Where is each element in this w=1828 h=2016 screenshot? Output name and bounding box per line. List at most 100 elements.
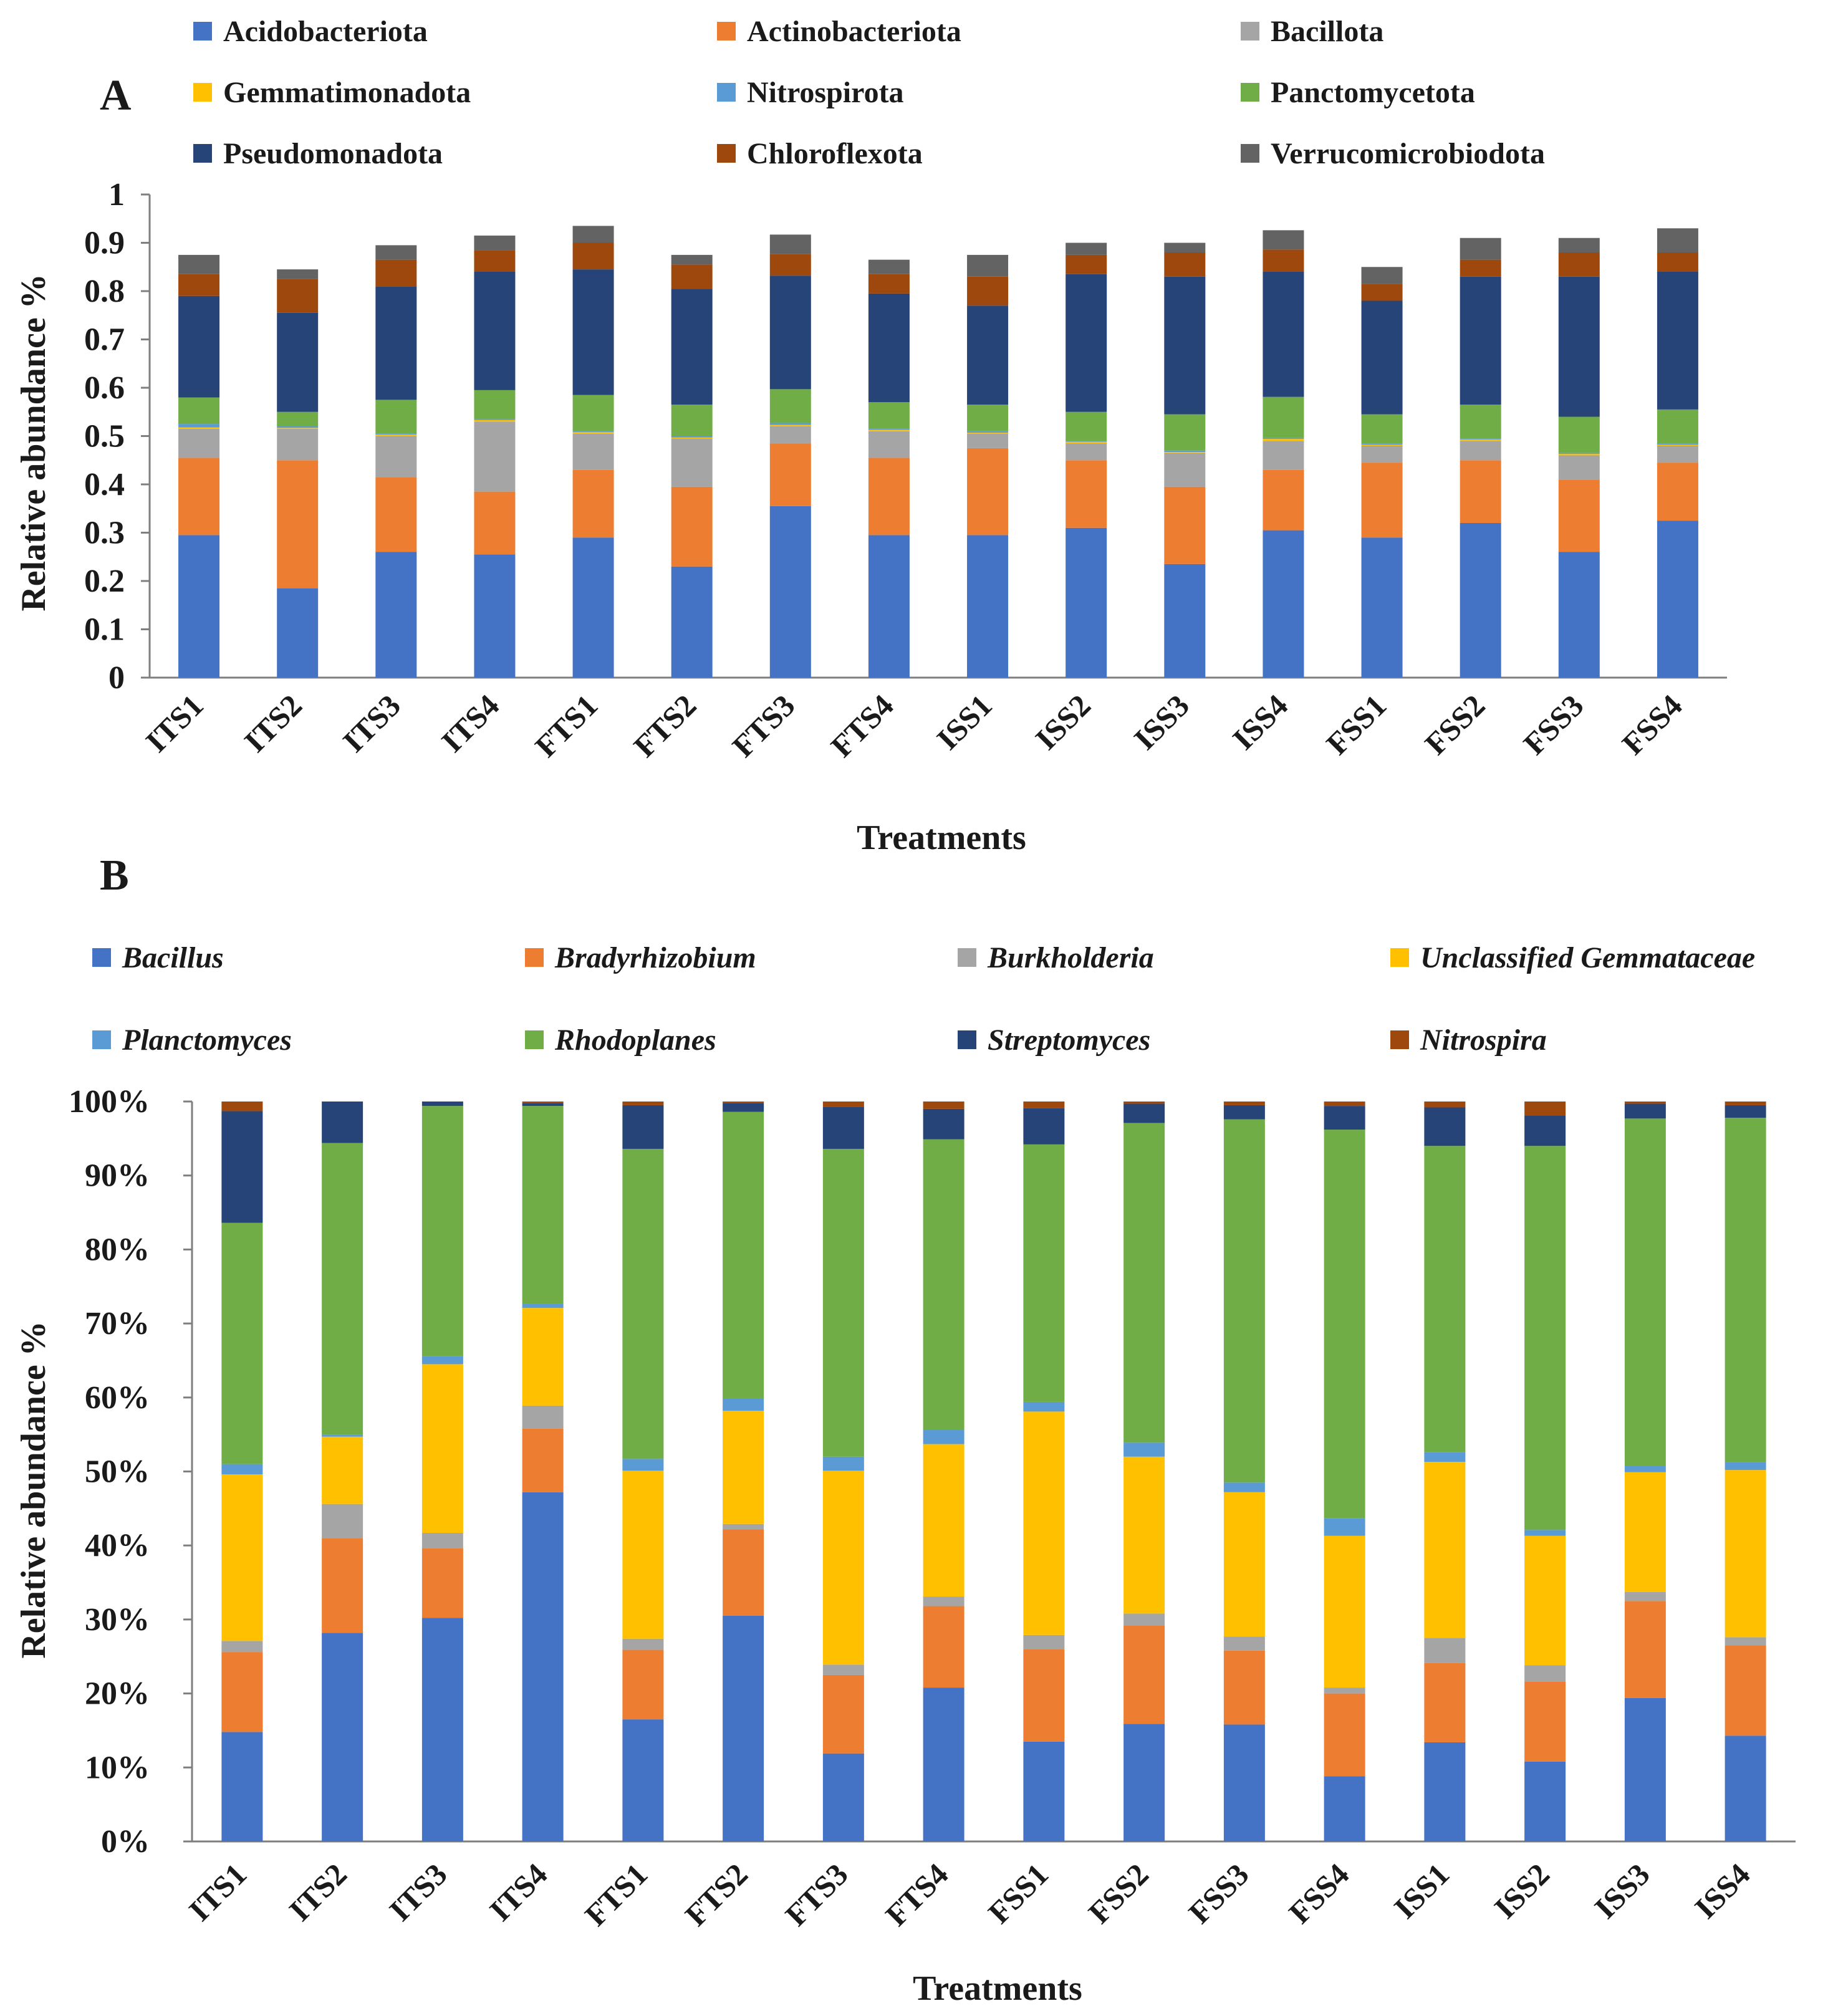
x-tick-label-iss3: ISS3 — [1127, 688, 1196, 756]
x-tick-label-fts4: FTS4 — [878, 1856, 955, 1932]
bar-segment-gemmatimonadota-fss1 — [1361, 444, 1403, 446]
bar-segment-actinobacteriota-its4 — [474, 491, 516, 555]
bar-segment-rhodoplanes-iss1 — [1424, 1146, 1466, 1452]
x-tick-label-fts2: FTS2 — [678, 1856, 754, 1932]
bar-segment-gemmatimonadota-fss4 — [1657, 444, 1698, 446]
bar-segment-panctomycetota-iss2 — [1066, 411, 1107, 441]
x-axis-title-b: Treatments — [913, 1969, 1082, 2008]
legend-swatch-streptomyces — [958, 1030, 976, 1049]
bar-segment-streptomyces-fss3 — [1223, 1105, 1265, 1120]
x-tick-label-its4: ITS4 — [483, 1856, 554, 1927]
bar-segment-planctomyces-iss4 — [1725, 1462, 1766, 1471]
plot-b: 0% 10% 20% 30% 40% 50% 60% 70% 80% 90% 100% ITS1 ITS… — [69, 1084, 1796, 1932]
bar-segment-bradyrhizobium-its4 — [522, 1428, 564, 1492]
bar-segment-bacillota-iss1 — [967, 433, 1009, 448]
y-tick-label-a: 1 — [108, 177, 125, 213]
bar-segment-planctomyces-fss2 — [1123, 1442, 1165, 1457]
legend-swatch-verrucomicrobiodota — [1241, 144, 1259, 163]
bar-segment-streptomyces-iss3 — [1624, 1103, 1666, 1119]
bar-segment-gemmatimonadota-fts1 — [572, 432, 614, 434]
y-tick-label-b: 40% — [85, 1528, 150, 1563]
bar-segment-gemmatimonadota-its1 — [178, 427, 220, 429]
bar-segment-nitrospirota-iss4 — [1263, 438, 1304, 439]
bar-segment-nitrospirota-iss1 — [967, 431, 1009, 433]
bar-segment-actinobacteriota-iss3 — [1164, 486, 1206, 564]
bar-segment-unclassified-gemmataceae-its1 — [221, 1474, 263, 1641]
bar-segment-actinobacteriota-fts3 — [769, 443, 811, 506]
x-tick-label-its1: ITS1 — [182, 1856, 253, 1927]
y-tick-label-b: 100% — [69, 1084, 150, 1120]
x-tick-label-iss3: ISS3 — [1587, 1856, 1656, 1925]
bar-segment-rhodoplanes-fts3 — [822, 1148, 864, 1457]
bar-segment-streptomyces-its1 — [221, 1111, 263, 1223]
bar-segment-bacillus-iss2 — [1524, 1761, 1566, 1841]
bar-segment-pseudomonadota-fss1 — [1361, 300, 1403, 415]
bar-segment-nitrospirota-fss2 — [1460, 438, 1501, 439]
bar-segment-unclassified-gemmataceae-fts3 — [822, 1471, 864, 1665]
y-tick-label-a: 0.8 — [84, 274, 125, 309]
bar-segment-verrucomicrobiodota-fts4 — [868, 259, 910, 274]
x-tick-label-its4: ITS4 — [435, 688, 506, 759]
legend-swatch-bacillus — [92, 948, 111, 967]
bar-segment-panctomycetota-fts1 — [572, 395, 614, 431]
bar-segment-streptomyces-fss4 — [1324, 1106, 1365, 1130]
bar-segment-actinobacteriota-its2 — [277, 460, 319, 588]
bar-segment-rhodoplanes-fss4 — [1324, 1130, 1365, 1519]
y-tick-label-a: 0.5 — [84, 419, 125, 454]
bar-segment-chloroflexota-fss4 — [1657, 252, 1698, 272]
bar-segment-actinobacteriota-fts4 — [868, 458, 910, 535]
bar-segment-verrucomicrobiodota-its3 — [375, 245, 417, 260]
y-tick-label-b: 0% — [101, 1824, 150, 1860]
bar-segment-bacillota-fts4 — [868, 431, 910, 458]
x-tick-label-fss4: FSS4 — [1282, 1856, 1355, 1930]
bar-segment-bradyrhizobium-iss4 — [1725, 1645, 1766, 1736]
bar-segment-actinobacteriota-fts1 — [572, 469, 614, 538]
bar-segment-chloroflexota-fss3 — [1558, 252, 1600, 277]
bar-segment-bacillus-fss4 — [1324, 1776, 1365, 1841]
bar-segment-burkholderia-its3 — [421, 1533, 463, 1548]
bar-segment-bacillus-its2 — [322, 1633, 363, 1841]
bar-segment-actinobacteriota-fss2 — [1460, 460, 1501, 523]
bar-segment-streptomyces-fts2 — [723, 1103, 764, 1112]
legend-label-unclassified-gemmataceae: Unclassified Gemmataceae — [1420, 941, 1755, 974]
bar-segment-chloroflexota-fss1 — [1361, 284, 1403, 301]
y-tick-label-b: 70% — [85, 1306, 150, 1342]
bar-segment-burkholderia-fss3 — [1223, 1636, 1265, 1651]
x-tick-label-its3: ITS3 — [336, 688, 407, 759]
bar-segment-panctomycetota-fss3 — [1558, 416, 1600, 453]
bar-segment-panctomycetota-fss1 — [1361, 414, 1403, 444]
bar-segment-unclassified-gemmataceae-fts4 — [923, 1444, 965, 1597]
bar-segment-nitrospira-its4 — [522, 1102, 564, 1103]
bar-segment-rhodoplanes-iss3 — [1624, 1118, 1666, 1466]
legend-swatch-unclassified-gemmataceae — [1390, 948, 1409, 967]
bar-segment-bacillus-its4 — [522, 1492, 564, 1841]
bar-segment-bradyrhizobium-fss1 — [1023, 1649, 1065, 1742]
bar-segment-acidobacteriota-fts1 — [572, 537, 614, 678]
bar-segment-actinobacteriota-its1 — [178, 458, 220, 535]
x-tick-label-iss1: ISS1 — [930, 688, 998, 756]
bar-segment-burkholderia-fts2 — [723, 1524, 764, 1530]
bar-segment-gemmatimonadota-iss1 — [967, 433, 1009, 434]
bar-segment-verrucomicrobiodota-its1 — [178, 254, 220, 274]
x-tick-label-fss3: FSS3 — [1181, 1856, 1255, 1930]
x-tick-label-fss2: FSS2 — [1082, 1856, 1155, 1930]
bar-segment-verrucomicrobiodota-iss4 — [1263, 230, 1304, 250]
legend-label-panctomycetota: Panctomycetota — [1271, 76, 1475, 109]
bar-segment-panctomycetota-fts2 — [671, 405, 713, 436]
bar-segment-unclassified-gemmataceae-its2 — [322, 1436, 363, 1504]
bar-segment-acidobacteriota-fts4 — [868, 535, 910, 678]
legend-swatch-actinobacteriota — [717, 22, 736, 41]
bar-segment-bradyrhizobium-its3 — [421, 1548, 463, 1618]
bar-segment-pseudomonadota-fts1 — [572, 269, 614, 395]
bar-segment-bacillus-fts4 — [923, 1687, 965, 1841]
bar-segment-bacillus-iss1 — [1424, 1742, 1466, 1841]
bar-segment-bradyrhizobium-fts4 — [923, 1606, 965, 1688]
legend-label-verrucomicrobiodota: Verrucomicrobiodota — [1271, 137, 1545, 170]
bar-segment-unclassified-gemmataceae-iss4 — [1725, 1470, 1766, 1638]
bar-segment-bacillus-fss3 — [1223, 1724, 1265, 1841]
legend-label-chloroflexota: Chloroflexota — [747, 137, 923, 170]
bar-segment-nitrospirota-fts1 — [572, 431, 614, 433]
bar-segment-burkholderia-iss1 — [1424, 1638, 1466, 1663]
panel-label-b: B — [100, 852, 129, 900]
